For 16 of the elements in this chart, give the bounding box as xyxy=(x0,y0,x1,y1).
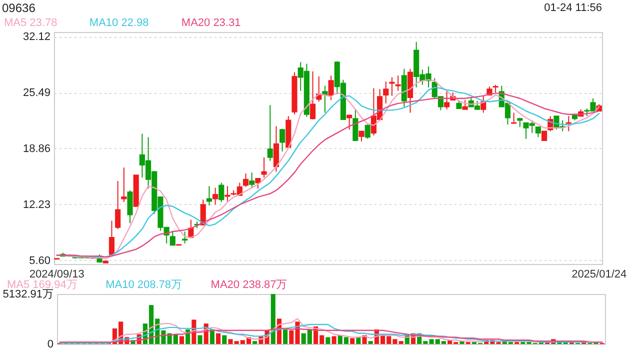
chart-title: 09636 xyxy=(2,1,36,15)
text: MA10 208.78万 xyxy=(106,279,182,291)
text: MA5 23.78 xyxy=(4,17,58,29)
text: MA10 22.98 xyxy=(89,17,149,29)
y-tick-label: 12.23 xyxy=(22,198,50,211)
text: MA20 23.31 xyxy=(181,17,241,29)
x-tick-label: 2024/09/13 xyxy=(29,268,84,280)
text: 01-24 11:56 xyxy=(544,2,602,14)
y-tick-label: 5.60 xyxy=(29,254,50,267)
y-tick-label: 25.49 xyxy=(22,87,50,100)
y-tick-label: 32.12 xyxy=(22,31,50,44)
x-tick-label: 2025/01/24 xyxy=(572,268,627,280)
y-tick-label: 18.86 xyxy=(22,142,50,155)
y-tick-label: 5132.91万 xyxy=(2,288,54,300)
text: MA20 238.87万 xyxy=(210,279,288,291)
y-tick-label: 0 xyxy=(47,338,54,350)
